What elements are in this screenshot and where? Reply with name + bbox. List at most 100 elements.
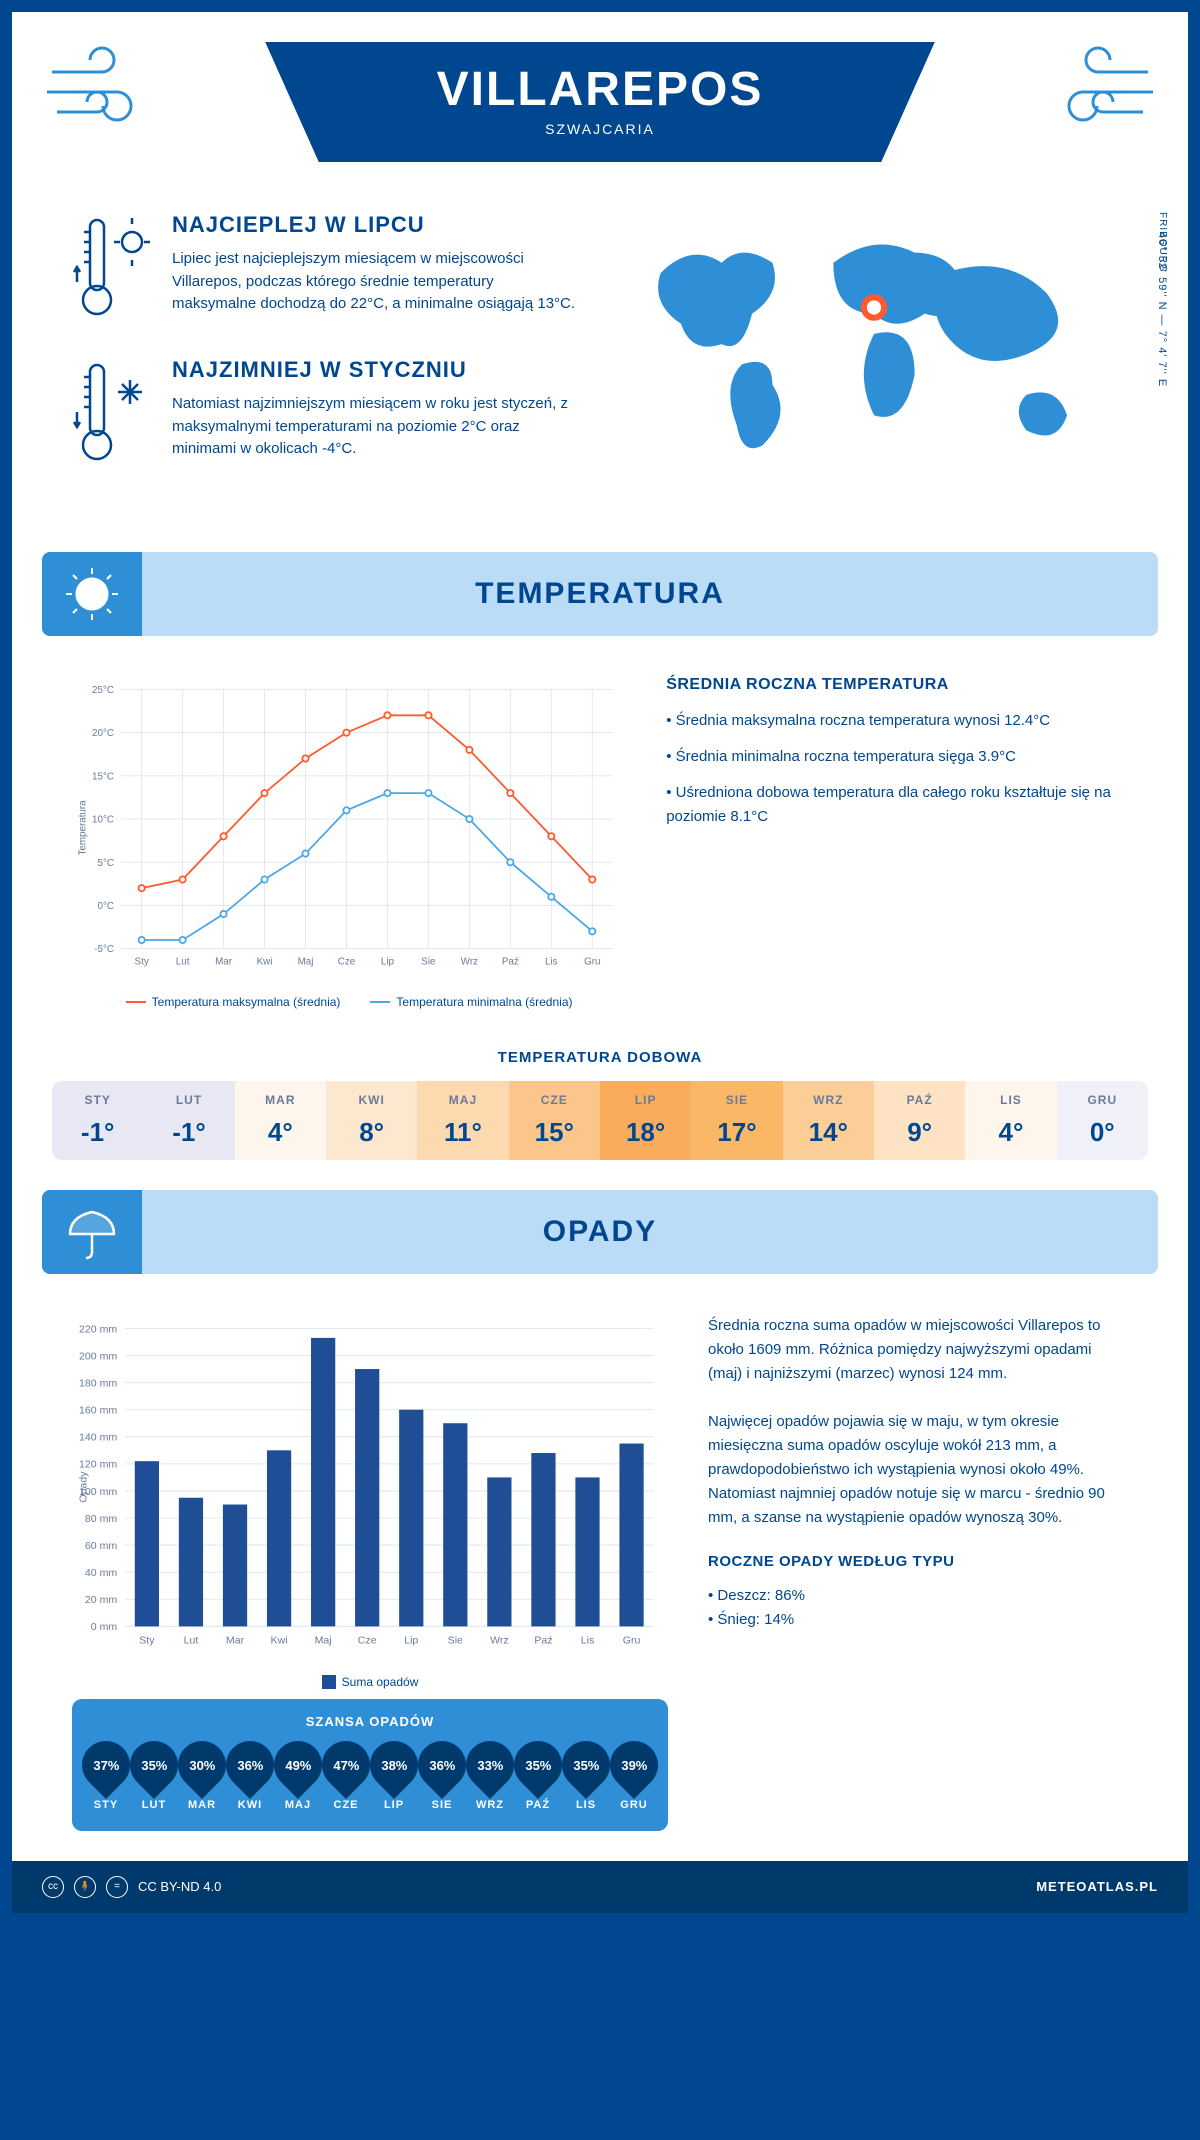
daily-temp-title: TEMPERATURA DOBOWA: [12, 1049, 1188, 1066]
svg-text:Kwi: Kwi: [271, 1635, 288, 1647]
precipitation-legend: Suma opadów: [72, 1675, 668, 1689]
svg-text:40 mm: 40 mm: [85, 1567, 117, 1579]
daily-value: 8°: [326, 1117, 417, 1148]
sun-icon: [42, 552, 142, 636]
daily-month: STY: [52, 1093, 143, 1107]
coldest-title: NAJZIMNIEJ W STYCZNIU: [172, 357, 580, 383]
daily-temp-cell: WRZ14°: [783, 1081, 874, 1160]
rain-chance-cell: 36%SIE: [418, 1741, 466, 1811]
svg-text:25°C: 25°C: [92, 685, 114, 696]
daily-value: 17°: [691, 1117, 782, 1148]
svg-text:10°C: 10°C: [92, 815, 114, 826]
svg-text:Lis: Lis: [581, 1635, 595, 1647]
cc-icon: cc: [42, 1876, 64, 1898]
svg-text:80 mm: 80 mm: [85, 1513, 117, 1525]
hottest-title: NAJCIEPLEJ W LIPCU: [172, 212, 580, 238]
svg-text:Lut: Lut: [176, 957, 190, 968]
svg-text:Lis: Lis: [545, 957, 558, 968]
daily-value: -1°: [52, 1117, 143, 1148]
thermometer-cold-icon: [72, 357, 152, 472]
daily-value: 4°: [235, 1117, 326, 1148]
rain-chance-cell: 39%GRU: [610, 1741, 658, 1811]
wind-decoration-right-icon: [1038, 42, 1158, 137]
daily-month: KWI: [326, 1093, 417, 1107]
by-icon: 🧍: [74, 1876, 96, 1898]
coordinates: 46° 52' 59'' N — 7° 4' 7'' E: [1156, 232, 1168, 387]
svg-text:Mar: Mar: [226, 1635, 245, 1647]
daily-temp-cell: PAŹ9°: [874, 1081, 965, 1160]
svg-text:Lip: Lip: [404, 1635, 418, 1647]
svg-text:Wrz: Wrz: [461, 957, 478, 968]
rain-chance-cell: 35%LIS: [562, 1741, 610, 1811]
rain-chance-cell: 33%WRZ: [466, 1741, 514, 1811]
rain-chance-month: LIS: [562, 1799, 610, 1811]
rain-chance-cell: 47%CZE: [322, 1741, 370, 1811]
daily-month: CZE: [509, 1093, 600, 1107]
rain-chance-month: WRZ: [466, 1799, 514, 1811]
svg-text:Gru: Gru: [623, 1635, 641, 1647]
nd-icon: =: [106, 1876, 128, 1898]
daily-temp-cell: CZE 15°: [509, 1081, 600, 1160]
avg-max: • Średnia maksymalna roczna temperatura …: [666, 709, 1128, 733]
daily-month: GRU: [1057, 1093, 1148, 1107]
precipitation-row: 0 mm20 mm40 mm60 mm80 mm100 mm120 mm140 …: [12, 1294, 1188, 1861]
daily-value: 14°: [783, 1117, 874, 1148]
hottest-text: NAJCIEPLEJ W LIPCU Lipiec jest najcieple…: [172, 212, 580, 327]
rain-chance-cell: 36%KWI: [226, 1741, 274, 1811]
rain-chance-cell: 35%PAŹ: [514, 1741, 562, 1811]
daily-value: 0°: [1057, 1117, 1148, 1148]
precip-p1: Średnia roczna suma opadów w miejscowośc…: [708, 1314, 1128, 1386]
license-block: cc 🧍 = CC BY-ND 4.0: [42, 1876, 221, 1898]
rain-chance-month: MAJ: [274, 1799, 322, 1811]
legend-min: Temperatura minimalna (średnia): [370, 995, 572, 1009]
thermometer-hot-icon: [72, 212, 152, 327]
daily-month: MAR: [235, 1093, 326, 1107]
svg-text:Maj: Maj: [298, 957, 314, 968]
temperature-section-header: TEMPERATURA: [42, 552, 1158, 636]
header: VILLAREPOS SZWAJCARIA: [12, 12, 1188, 212]
svg-text:5°C: 5°C: [98, 858, 115, 869]
rain-chance-month: STY: [82, 1799, 130, 1811]
precip-rain: • Deszcz: 86%: [708, 1584, 1128, 1608]
daily-month: LIS: [965, 1093, 1056, 1107]
svg-text:Gru: Gru: [584, 957, 600, 968]
avg-min: • Średnia minimalna roczna temperatura s…: [666, 745, 1128, 769]
daily-temp-cell: LIP18°: [600, 1081, 691, 1160]
svg-text:160 mm: 160 mm: [79, 1404, 117, 1416]
svg-text:Opady: Opady: [77, 1471, 89, 1503]
daily-month: SIE: [691, 1093, 782, 1107]
map-column: FRIBOURG 46° 52' 59'' N — 7° 4' 7'' E: [620, 212, 1128, 502]
location-marker-icon: [864, 297, 884, 317]
facts-column: NAJCIEPLEJ W LIPCU Lipiec jest najcieple…: [72, 212, 580, 502]
daily-temp-cell: LIS4°: [965, 1081, 1056, 1160]
rain-chance-cell: 30%MAR: [178, 1741, 226, 1811]
coldest-fact: NAJZIMNIEJ W STYCZNIU Natomiast najzimni…: [72, 357, 580, 472]
svg-text:Lip: Lip: [381, 957, 395, 968]
hottest-desc: Lipiec jest najcieplejszym miesiącem w m…: [172, 248, 580, 316]
precipitation-title: OPADY: [543, 1215, 657, 1248]
svg-text:60 mm: 60 mm: [85, 1540, 117, 1552]
rain-chance-cell: 49%MAJ: [274, 1741, 322, 1811]
title-banner: VILLAREPOS SZWAJCARIA: [265, 42, 935, 162]
rain-chance-month: LIP: [370, 1799, 418, 1811]
svg-text:220 mm: 220 mm: [79, 1323, 117, 1335]
rain-chance-title: SZANSA OPADÓW: [72, 1709, 668, 1741]
license-text: CC BY-ND 4.0: [138, 1879, 221, 1894]
svg-text:140 mm: 140 mm: [79, 1432, 117, 1444]
legend-sum: Suma opadów: [322, 1675, 419, 1689]
raindrop-icon: 39%: [600, 1731, 668, 1799]
temperature-chart: -5°C0°C5°C10°C15°C20°C25°CStyLutMarKwiMa…: [72, 676, 626, 1009]
daily-temp-cell: SIE 17°: [691, 1081, 782, 1160]
svg-text:Paź: Paź: [502, 957, 519, 968]
country-subtitle: SZWAJCARIA: [265, 121, 935, 137]
daily-value: 15°: [509, 1117, 600, 1148]
svg-text:Paź: Paź: [534, 1635, 552, 1647]
daily-month: MAJ: [417, 1093, 508, 1107]
daily-month: LIP: [600, 1093, 691, 1107]
avg-daily: • Uśredniona dobowa temperatura dla całe…: [666, 781, 1128, 829]
rain-chance-month: KWI: [226, 1799, 274, 1811]
svg-text:0 mm: 0 mm: [91, 1621, 118, 1633]
world-map-icon: [620, 212, 1128, 476]
rain-chance-month: GRU: [610, 1799, 658, 1811]
svg-text:Maj: Maj: [315, 1635, 332, 1647]
